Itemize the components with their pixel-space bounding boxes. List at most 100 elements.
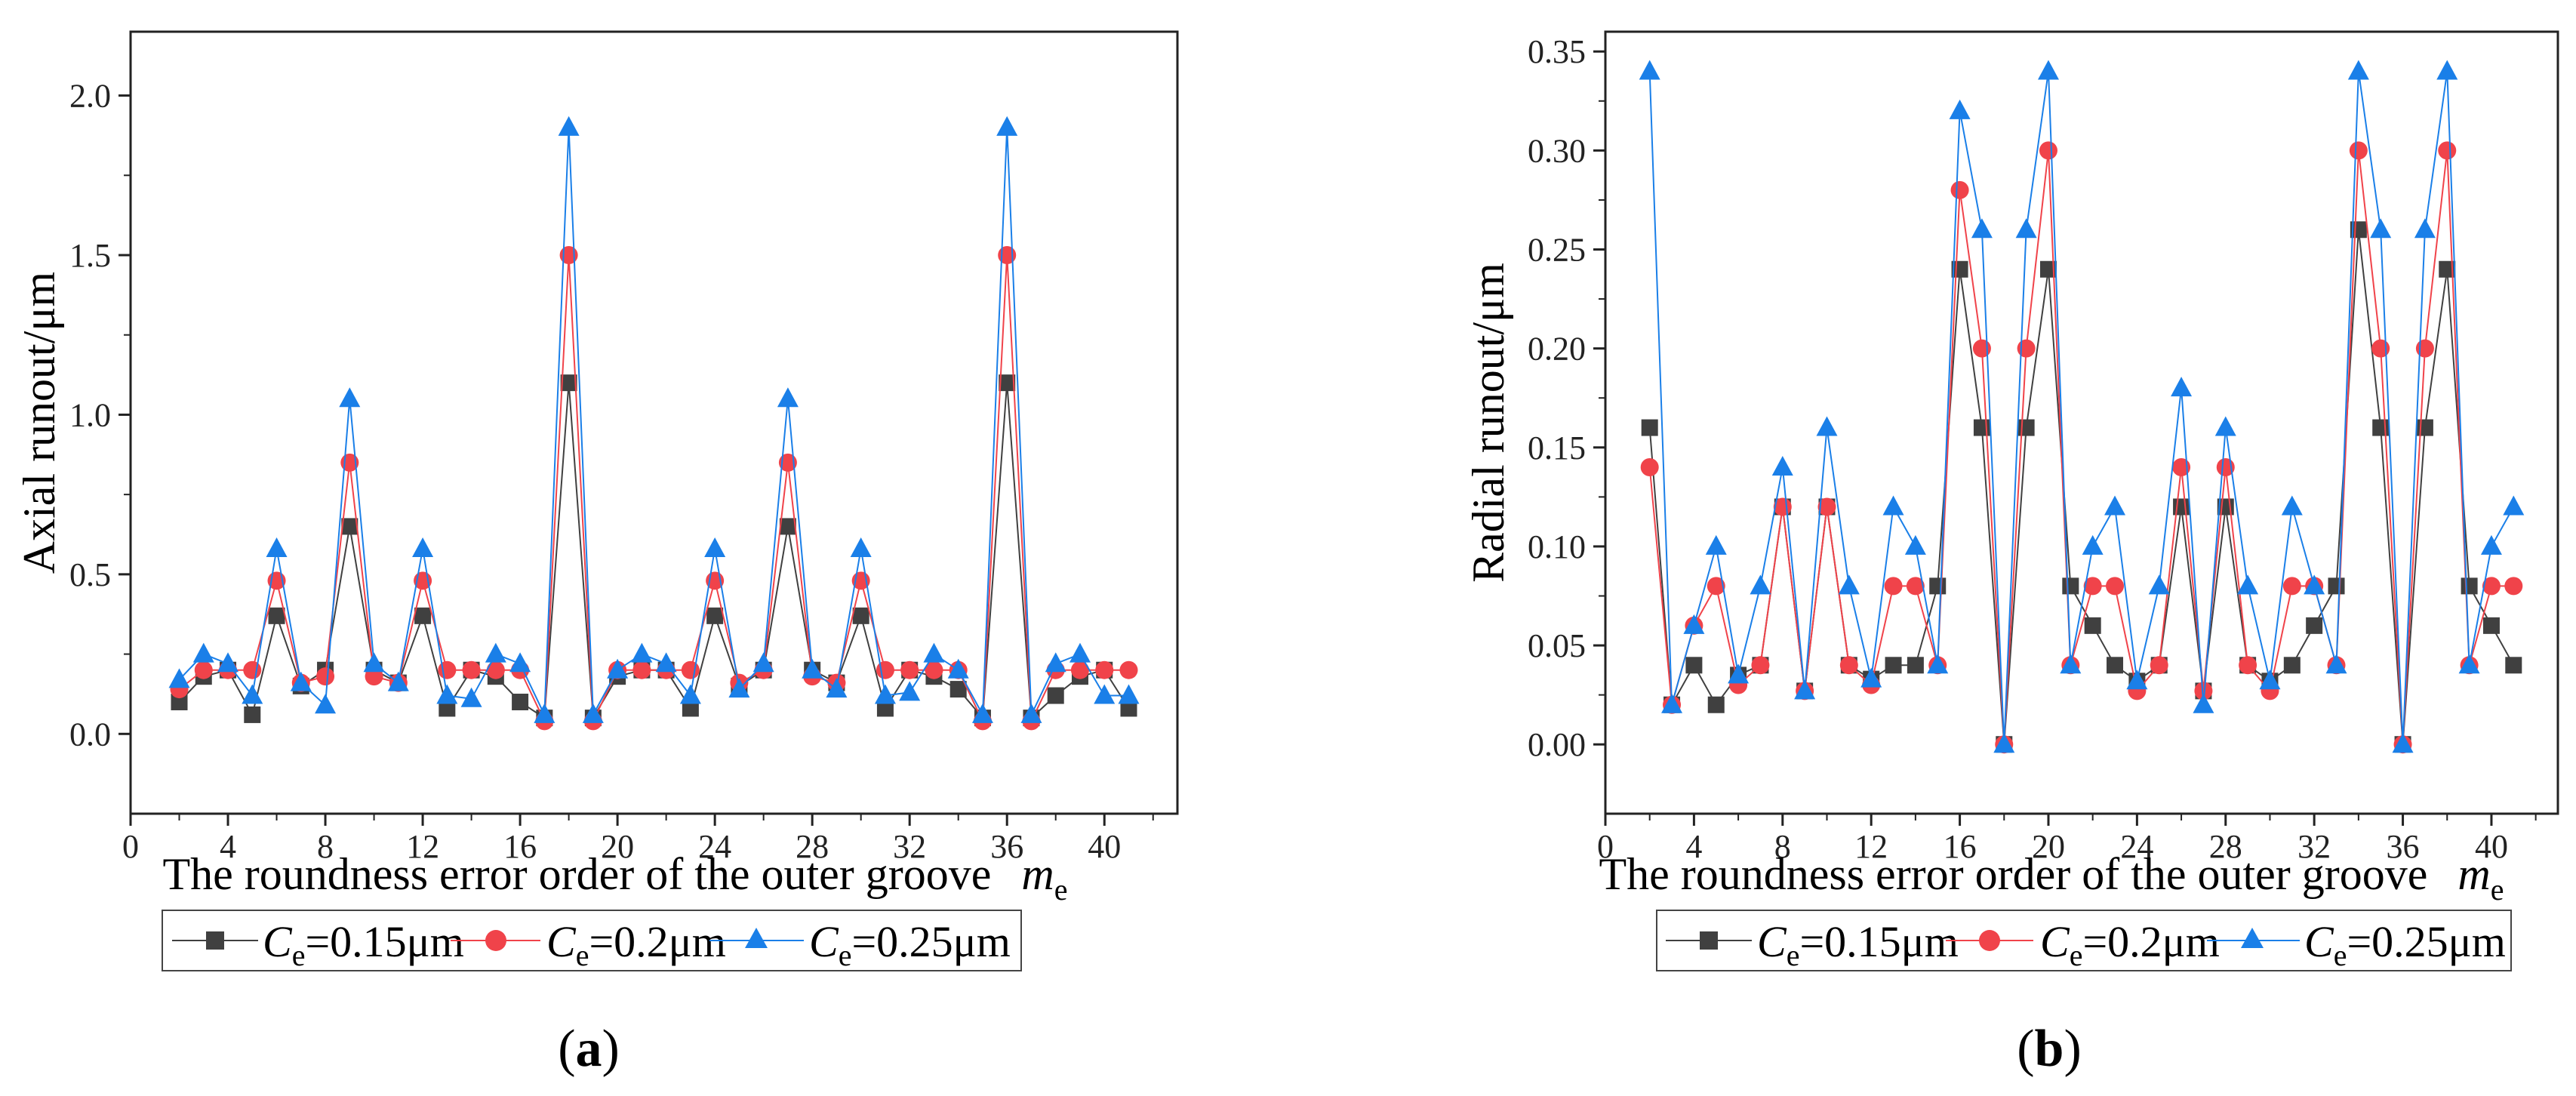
data-point-square	[2107, 657, 2124, 674]
data-point-triangle	[436, 684, 458, 704]
data-point-triangle	[2060, 654, 2082, 674]
data-point-square	[2039, 260, 2057, 278]
data-point-triangle	[2259, 670, 2281, 690]
svg-text:Ce=0.25μm: Ce=0.25μm	[809, 917, 1011, 972]
series-square	[1641, 221, 2522, 753]
data-point-triangle	[2082, 534, 2104, 555]
chart-a-ylabel: Axial runout/μm	[14, 272, 64, 574]
x-tick-label: 36	[990, 828, 1023, 865]
chart-b-xlabel: The roundness error order of the outer g…	[1599, 849, 2504, 907]
y-tick-label: 0.0	[69, 716, 111, 753]
data-point-circle	[1751, 656, 1770, 675]
data-point-triangle	[2370, 218, 2392, 239]
data-point-triangle	[752, 652, 774, 673]
chart-a-series	[168, 115, 1140, 731]
data-point-triangle	[1705, 534, 1727, 555]
data-point-circle	[1640, 458, 1659, 477]
data-point-square	[2283, 657, 2301, 674]
chart-b-xlabel-text: The roundness error order of the outer g…	[1599, 849, 2427, 899]
data-point-square	[2416, 419, 2433, 436]
chart-a-xlabel-var: m	[1021, 849, 1054, 899]
x-tick-label: 32	[893, 828, 926, 865]
chart-b-ticks: 0 4 8 12 16 20 24 28 32 36 40 0.00 0.05 0.10 0.15 0.20 0…	[1528, 33, 2537, 865]
data-point-triangle	[485, 642, 506, 663]
x-tick-label: 0	[122, 828, 139, 865]
data-point-square	[1973, 419, 1990, 436]
data-point-triangle	[1993, 733, 2015, 753]
svg-text:Ce=0.2μm: Ce=0.2μm	[546, 917, 726, 972]
data-point-triangle	[923, 642, 945, 663]
data-point-circle	[1839, 656, 1858, 675]
data-point-circle	[438, 660, 457, 679]
data-point-circle	[2017, 339, 2036, 358]
series-line	[1648, 71, 2515, 745]
y-tick-label: 0.15	[1528, 429, 1586, 466]
chart-b-plot-area: 0 4 8 12 16 20 24 28 32 36 40 0.00 0.05 0.10 0.15 0.20 0…	[1528, 30, 2559, 865]
data-point-triangle	[1971, 218, 1993, 239]
chart-b-legend-box	[1656, 910, 2512, 971]
data-point-circle	[2415, 339, 2434, 358]
data-point-square	[1707, 696, 1725, 713]
x-tick-label: 12	[1854, 828, 1888, 865]
data-point-square	[560, 374, 577, 392]
svg-text:Ce=0.15μm: Ce=0.15μm	[1757, 917, 1959, 972]
legend-triangle-marker-icon	[2241, 928, 2264, 948]
data-point-triangle	[2237, 574, 2259, 595]
x-tick-label: 40	[1088, 828, 1121, 865]
data-point-triangle	[339, 387, 361, 408]
chart-b-ylabel: Radial runout/μm	[1463, 263, 1513, 583]
data-point-circle	[1119, 660, 1138, 679]
x-tick-label: 20	[2032, 828, 2065, 865]
data-point-triangle	[2392, 733, 2414, 753]
data-point-circle	[2106, 577, 2125, 596]
x-tick-label: 16	[503, 828, 537, 865]
data-point-triangle	[1750, 574, 1771, 595]
data-point-circle	[1707, 577, 1725, 596]
data-point-circle	[1070, 660, 1089, 679]
data-point-triangle	[1949, 99, 1971, 119]
panel-a-caption: (a)	[558, 1020, 620, 1078]
y-tick-label: 0.5	[69, 556, 111, 593]
data-point-square	[706, 607, 724, 624]
y-tick-label: 1.0	[69, 396, 111, 433]
data-point-triangle	[777, 387, 799, 408]
data-point-triangle	[1069, 642, 1091, 663]
data-point-triangle	[1118, 684, 1140, 704]
data-point-square	[2306, 617, 2323, 634]
data-point-triangle	[2214, 416, 2236, 436]
data-point-circle	[486, 660, 505, 679]
data-point-circle	[2194, 682, 2213, 700]
data-point-triangle	[2347, 60, 2369, 80]
data-point-triangle	[363, 652, 385, 673]
data-point-triangle	[899, 681, 921, 701]
data-point-triangle	[2281, 495, 2303, 516]
x-tick-label: 28	[2209, 828, 2242, 865]
data-point-square	[341, 518, 359, 535]
data-point-triangle	[1661, 693, 1683, 713]
legend-square-marker-icon	[1700, 931, 1718, 950]
x-tick-label: 4	[220, 828, 236, 865]
x-tick-label: 28	[796, 828, 829, 865]
x-tick-label: 40	[2475, 828, 2508, 865]
data-point-circle	[559, 246, 578, 264]
data-point-square	[1685, 657, 1703, 674]
data-point-triangle	[2104, 495, 2126, 516]
data-point-triangle	[1927, 654, 1949, 674]
chart-b-legend: Ce=0.15μm Ce=0.2μm Ce=0.25μm	[1656, 910, 2512, 972]
y-tick-label: 0.35	[1528, 33, 1586, 70]
data-point-triangle	[1771, 456, 1793, 476]
legend-circle-marker-icon	[485, 930, 506, 951]
data-point-circle	[778, 453, 797, 472]
y-tick-label: 2.0	[69, 78, 111, 115]
data-point-triangle	[242, 684, 263, 704]
data-point-circle	[2371, 339, 2390, 358]
chart-a-plot-area: 0 4 8 12 16 20 24 28 32 36 40 0.0 0.5 1.0 1.5 2.0	[69, 30, 1179, 865]
data-point-circle	[462, 660, 481, 679]
data-point-triangle	[509, 652, 531, 673]
y-tick-label: 0.00	[1528, 726, 1586, 763]
data-point-circle	[876, 660, 894, 679]
x-tick-label: 8	[317, 828, 334, 865]
data-point-triangle	[2436, 60, 2458, 80]
data-point-square	[1641, 419, 1658, 436]
